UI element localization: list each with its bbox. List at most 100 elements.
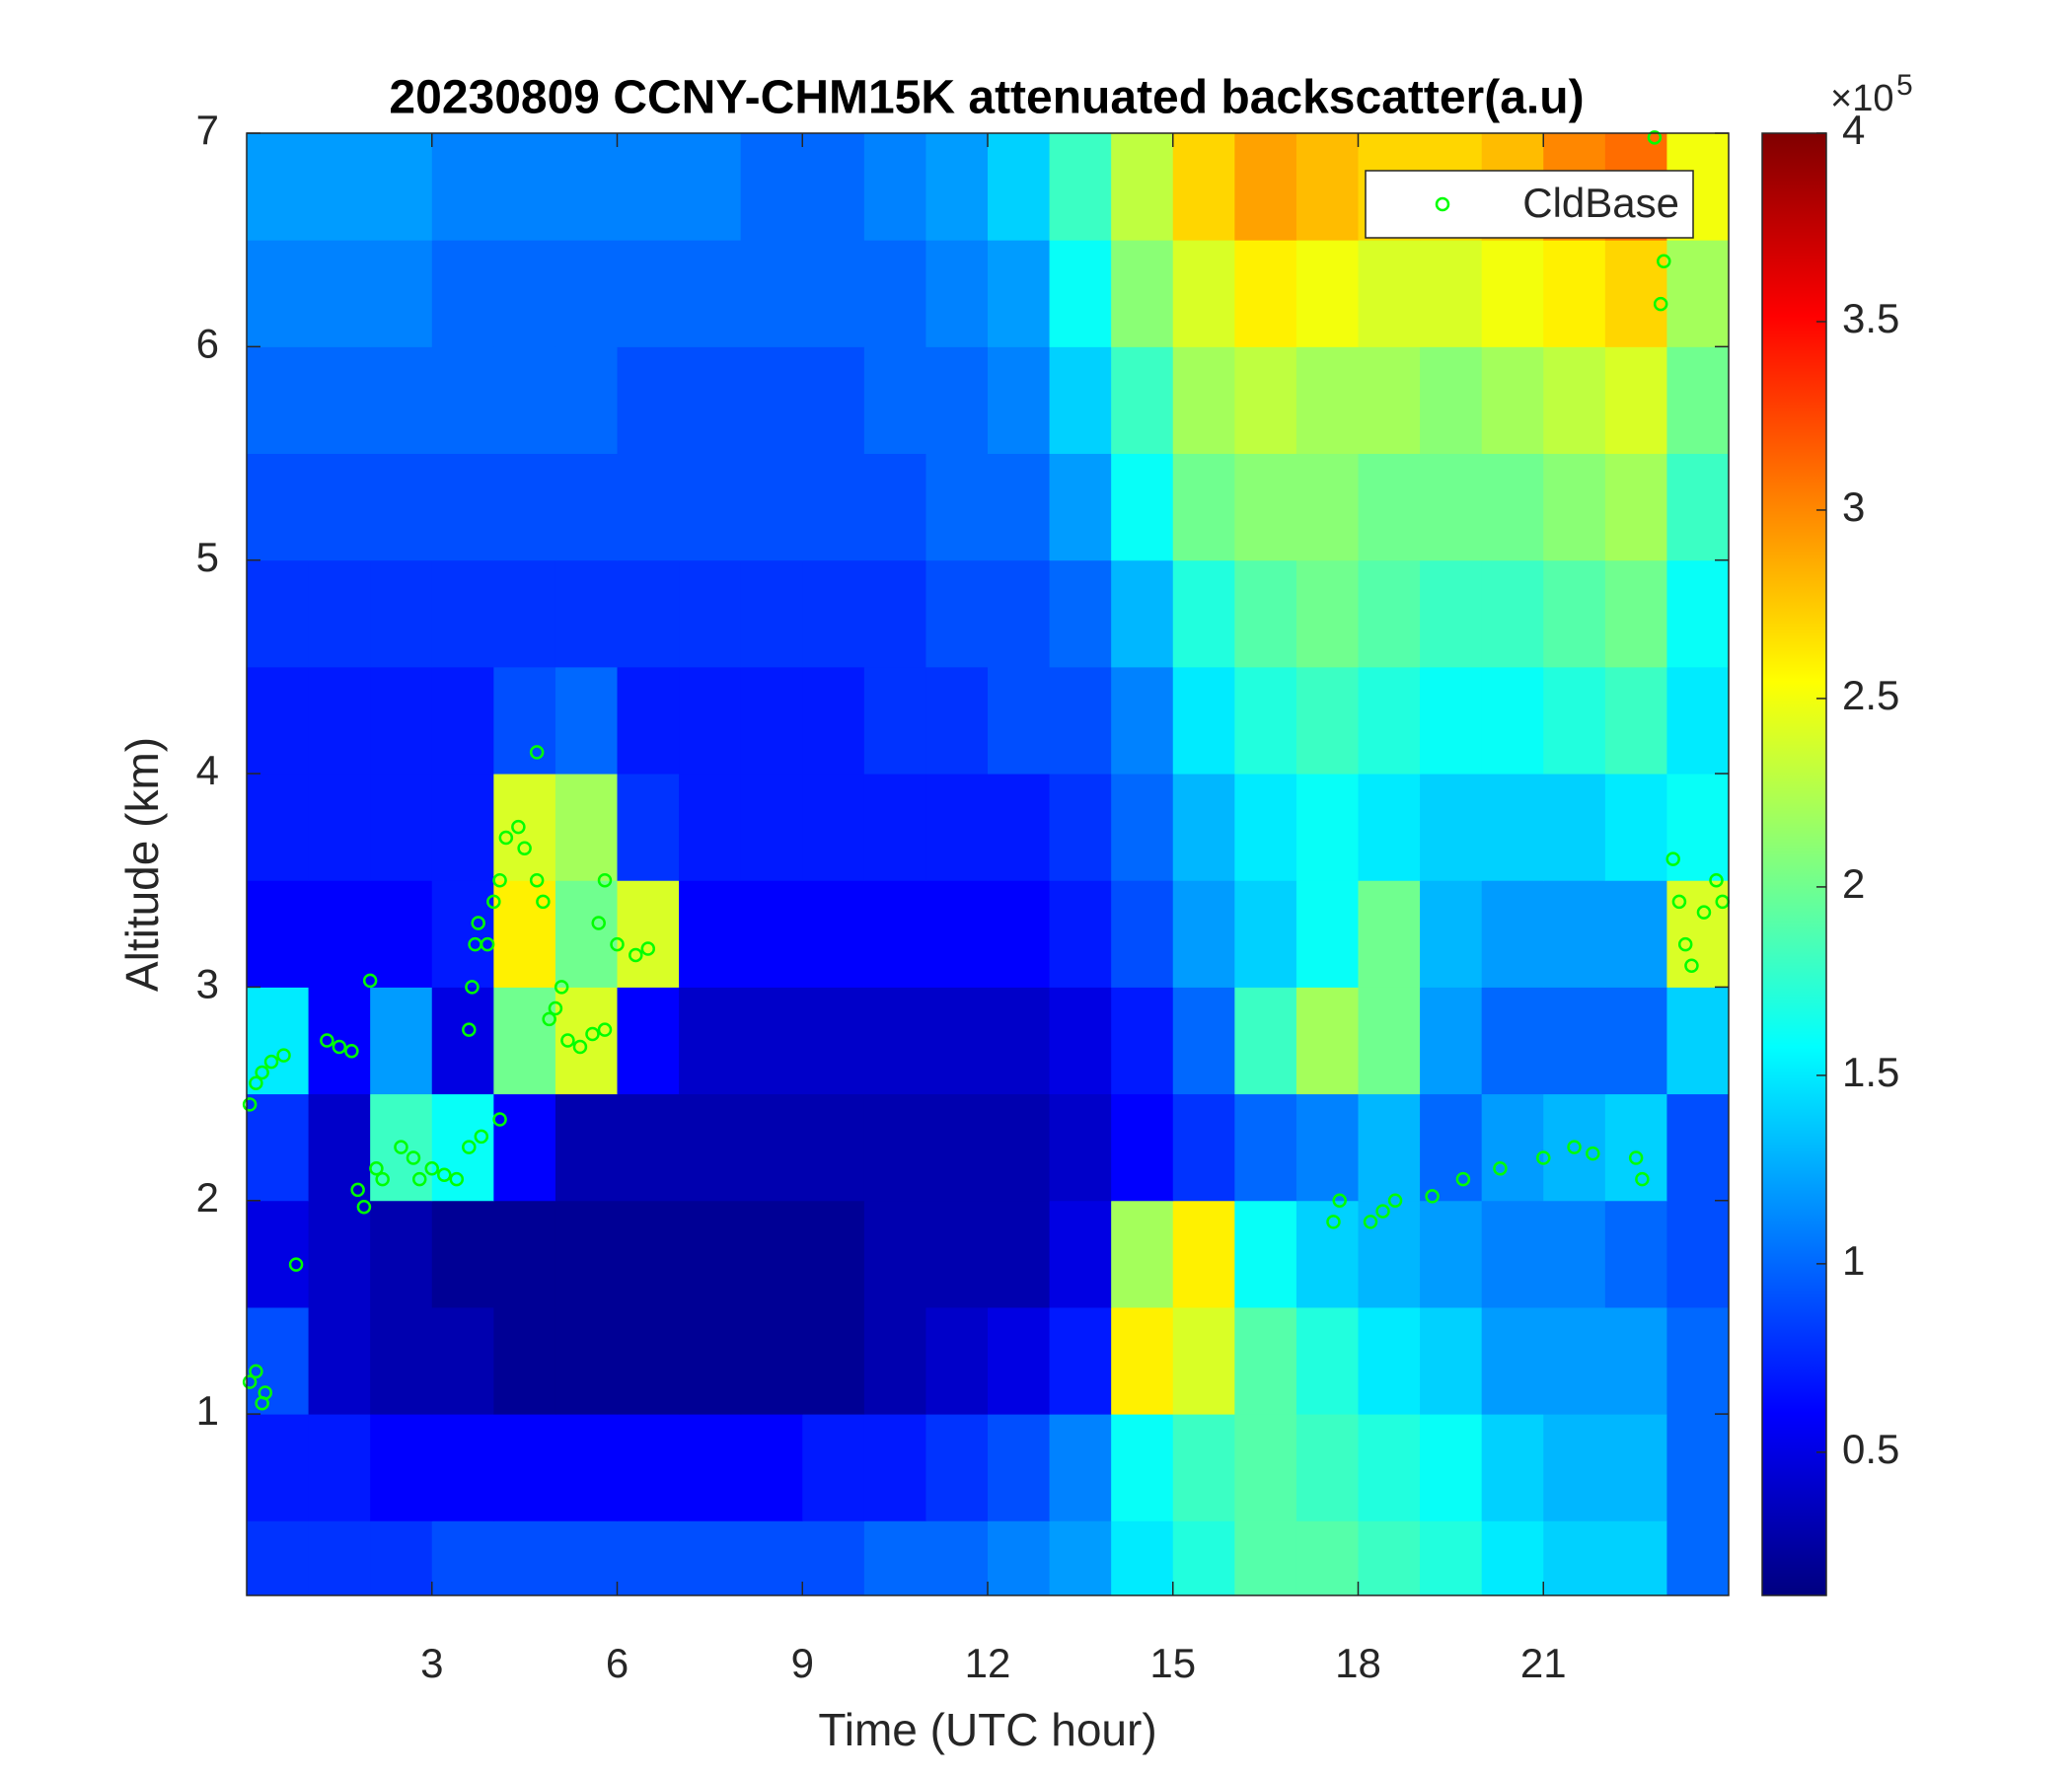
heat-cell <box>1604 774 1667 881</box>
heat-cell <box>247 666 310 775</box>
heat-cell <box>679 133 742 241</box>
cloud-base-point <box>344 1044 359 1059</box>
heat-cell <box>1358 774 1421 881</box>
heat-cell <box>247 559 310 668</box>
heat-cell <box>370 453 433 561</box>
heat-cell <box>1358 1200 1421 1308</box>
heat-cell <box>1604 559 1667 668</box>
colorbar-tick-label: 4 <box>1842 107 1865 153</box>
heat-cell <box>493 453 556 561</box>
x-tick-label: 9 <box>791 1640 814 1686</box>
heat-cell <box>679 1414 742 1521</box>
heat-cell <box>1111 774 1174 881</box>
y-tick-label: 3 <box>196 960 219 1006</box>
heat-cell <box>617 1520 680 1596</box>
heat-cell <box>1295 987 1359 1095</box>
x-axis-label: Time (UTC hour) <box>818 1704 1156 1755</box>
heat-cell <box>308 666 371 775</box>
heat-cell <box>863 880 926 988</box>
heat-cell <box>1172 346 1235 455</box>
heat-cell <box>555 1093 618 1202</box>
heat-cell <box>988 666 1051 775</box>
heat-cell <box>1481 987 1544 1095</box>
heat-cell <box>740 1306 803 1415</box>
cloud-base-point <box>517 841 532 856</box>
heat-cell <box>1111 346 1174 455</box>
cloud-base-point <box>492 872 507 888</box>
legend-marker <box>1435 196 1450 212</box>
heat-cell <box>555 880 618 988</box>
heat-cell <box>617 240 680 347</box>
heat-cell <box>1543 666 1606 775</box>
heat-cell <box>988 987 1051 1095</box>
heat-cell <box>802 559 865 668</box>
y-tick-label: 5 <box>196 534 219 580</box>
heat-cell <box>1295 1414 1359 1521</box>
heat-cell <box>1481 346 1544 455</box>
heat-cell <box>802 1520 865 1596</box>
cloud-base-point <box>449 1171 465 1187</box>
heat-cell <box>247 1520 310 1596</box>
cloud-base-point <box>480 936 495 952</box>
heat-cell <box>740 880 803 988</box>
cloud-base-point <box>1653 296 1668 312</box>
heat-cell <box>247 133 310 241</box>
heat-cell <box>1049 1306 1112 1415</box>
heat-cell <box>1543 559 1606 668</box>
heat-cell <box>1111 133 1174 241</box>
heat-cell <box>1111 453 1174 561</box>
heat-cell <box>308 1200 371 1308</box>
heat-cell <box>493 559 556 668</box>
heat-cell <box>493 1414 556 1521</box>
heat-cell <box>925 987 989 1095</box>
heat-cell <box>1666 240 1730 347</box>
heat-cell <box>863 1306 926 1415</box>
heat-cell <box>370 1520 433 1596</box>
heat-cell <box>308 880 371 988</box>
heat-cell <box>308 1520 371 1596</box>
heat-cell <box>1172 133 1235 241</box>
heat-cell <box>740 559 803 668</box>
heat-cell <box>370 1200 433 1308</box>
heat-cell <box>988 346 1051 455</box>
heat-cell <box>1604 666 1667 775</box>
x-tick-label: 21 <box>1520 1640 1567 1686</box>
heat-cell <box>740 1414 803 1521</box>
heat-cell <box>1049 559 1112 668</box>
heat-cell <box>679 987 742 1095</box>
heat-cell <box>740 774 803 881</box>
heat-cell <box>493 133 556 241</box>
heat-cell <box>1420 559 1483 668</box>
heat-cell <box>617 1200 680 1308</box>
heat-cell <box>493 880 556 988</box>
cloud-base-point <box>406 1150 421 1165</box>
heat-cell <box>740 240 803 347</box>
heat-cell <box>802 1093 865 1202</box>
cloud-base-point <box>1709 872 1724 888</box>
heat-cell <box>679 240 742 347</box>
heat-cell <box>1543 346 1606 455</box>
heat-cell <box>679 559 742 668</box>
cloud-base-point <box>1657 254 1671 269</box>
heat-cell <box>617 559 680 668</box>
cloud-base-point <box>1493 1161 1508 1176</box>
cloud-base-point <box>511 819 526 835</box>
heat-cell <box>617 346 680 455</box>
colorbar-exponent: 5 <box>1896 69 1913 102</box>
cloud-base-point <box>462 1140 477 1154</box>
cloud-base-point <box>572 1039 588 1055</box>
heat-cell <box>1481 1414 1544 1521</box>
heat-cell <box>1420 1520 1483 1596</box>
heat-cell <box>431 240 494 347</box>
cloud-base-point <box>1628 1150 1644 1165</box>
heat-cell <box>1666 1414 1730 1521</box>
heat-cell <box>370 774 433 881</box>
cloud-base-point <box>1387 1193 1403 1209</box>
cloud-base-point <box>375 1171 390 1187</box>
heat-cell <box>1666 1520 1730 1596</box>
heat-cell <box>925 1306 989 1415</box>
cloud-base-point <box>276 1048 291 1063</box>
heat-cell <box>370 987 433 1095</box>
heat-cell <box>1481 880 1544 988</box>
